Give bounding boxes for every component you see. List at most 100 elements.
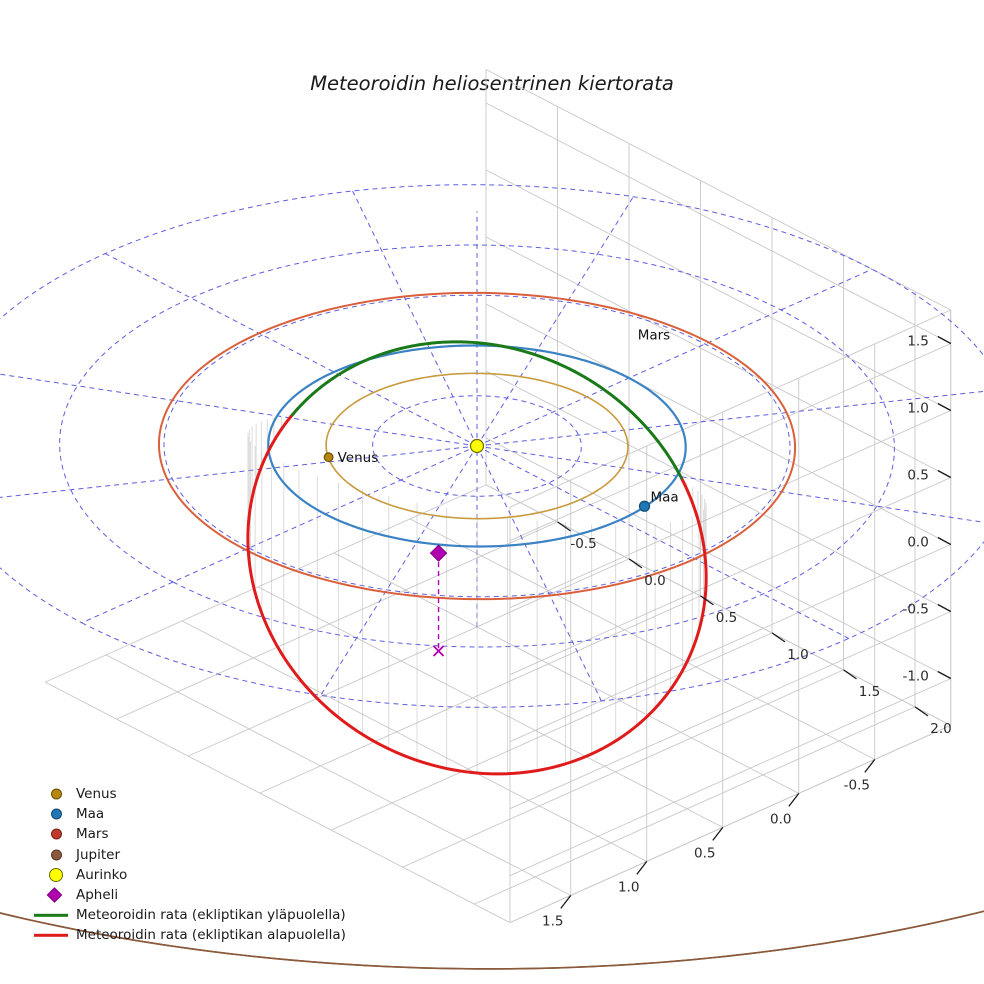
legend-item-venus[interactable]: Venus bbox=[30, 784, 390, 804]
x-tick-0: -0.5 bbox=[844, 777, 870, 793]
legend-marker-line bbox=[34, 934, 68, 937]
y-tick-3: 1.0 bbox=[787, 647, 808, 663]
meteoroid-path-below-ecliptic bbox=[246, 415, 708, 776]
legend-item-orbit-below[interactable]: Meteoroidin rata (ekliptikan alapuolella… bbox=[30, 925, 390, 945]
y-tick-1: 0.0 bbox=[644, 573, 665, 589]
y-tick-2-mark bbox=[700, 595, 714, 606]
y-tick-2: 0.5 bbox=[716, 610, 737, 626]
legend-label: Meteoroidin rata (ekliptikan yläpuolella… bbox=[76, 907, 346, 924]
z-tick-2-mark bbox=[937, 536, 952, 546]
legend-item-orbit-above[interactable]: Meteoroidin rata (ekliptikan yläpuolella… bbox=[30, 905, 390, 925]
legend-label: Aurinko bbox=[76, 866, 128, 883]
marker-aurinko bbox=[469, 438, 485, 454]
y-tick-4: 1.5 bbox=[859, 684, 880, 700]
y-tick-1-mark bbox=[628, 558, 643, 569]
x-tick-2: 0.5 bbox=[694, 845, 715, 861]
x-tick-1: 0.0 bbox=[770, 811, 791, 827]
z-tick-4: 1.0 bbox=[907, 401, 928, 417]
ecliptic-spoke-5 bbox=[476, 390, 984, 447]
axis-ticks: -1.0 -0.5 0.0 0.5 1.0 1.5 -0.5 0.0 0.5 1.0 1.5 -0.5… bbox=[542, 334, 952, 930]
z-tick-4-mark bbox=[937, 402, 952, 412]
ecliptic-spoke-3 bbox=[476, 445, 850, 639]
legend-marker-apheli bbox=[30, 885, 76, 905]
body-markers bbox=[323, 438, 651, 512]
y-tick-4-mark bbox=[843, 669, 857, 680]
orbit-venus-rata bbox=[325, 372, 629, 520]
z-tick-5-mark bbox=[937, 335, 952, 345]
z-tick-5: 1.5 bbox=[907, 334, 928, 350]
x-tick-0-mark bbox=[864, 759, 876, 773]
meteoroid-path-above-ecliptic bbox=[289, 340, 479, 419]
orbit-mars-rata bbox=[157, 291, 797, 601]
z-tick-1: -0.5 bbox=[902, 602, 928, 618]
y-tick-5: 2.0 bbox=[930, 721, 951, 737]
chart-title: Meteoroidin heliosentrinen kiertorata bbox=[310, 72, 674, 95]
x-tick-4: 1.5 bbox=[542, 913, 563, 929]
x-tick-3: 1.0 bbox=[618, 879, 639, 895]
legend-marker-dot bbox=[50, 788, 62, 800]
ecliptic-spoke-10 bbox=[0, 373, 478, 447]
legend-marker-venus bbox=[30, 784, 76, 804]
ecliptic-spoke-0 bbox=[81, 445, 478, 624]
z-tick-3-mark bbox=[937, 469, 952, 479]
legend-marker-dot bbox=[50, 828, 62, 840]
legend-item-jupiter[interactable]: Jupiter bbox=[30, 845, 390, 865]
legend-item-apheli[interactable]: Apheli bbox=[30, 885, 390, 905]
legend-marker-dot bbox=[49, 867, 63, 882]
legend-marker-maa bbox=[30, 804, 76, 824]
ecliptic-spoke-4 bbox=[476, 445, 984, 523]
legend-marker-line-box bbox=[30, 905, 76, 925]
meteoroid-orbit bbox=[246, 340, 708, 776]
legend-item-maa[interactable]: Maa bbox=[30, 804, 390, 824]
ecliptic-circle-4 bbox=[0, 184, 984, 708]
legend-marker-line-box bbox=[30, 925, 76, 945]
ecliptic-spoke-1 bbox=[320, 445, 478, 696]
y-tick-3-mark bbox=[771, 632, 786, 643]
ecliptic-reference-grid bbox=[0, 184, 984, 708]
legend-marker-diamond bbox=[46, 887, 63, 903]
legend-marker-aurinko bbox=[30, 865, 76, 885]
x-tick-1-mark bbox=[788, 793, 800, 807]
z-tick-0-mark bbox=[937, 670, 952, 680]
legend-label: Jupiter bbox=[76, 846, 121, 863]
ecliptic-spoke-6 bbox=[476, 268, 873, 447]
label-mars: Mars bbox=[638, 327, 671, 343]
legend-label: Apheli bbox=[76, 887, 119, 904]
aphelion-projection-x-marker bbox=[432, 645, 445, 657]
label-maa: Maa bbox=[651, 489, 679, 505]
legend-item-mars[interactable]: Mars bbox=[30, 824, 390, 844]
y-tick-0: -0.5 bbox=[570, 536, 596, 552]
legend-marker-jupiter bbox=[30, 845, 76, 865]
x-tick-4-mark bbox=[560, 895, 572, 909]
legend-label: Maa bbox=[76, 806, 105, 823]
legend-label: Mars bbox=[76, 826, 109, 843]
chart-legend: Venus Maa Mars Jupiter Aurinko Apheli Meteoroi… bbox=[30, 784, 390, 946]
z-tick-0: -1.0 bbox=[902, 669, 928, 685]
ecliptic-spoke-11 bbox=[0, 445, 478, 498]
y-tick-0-mark bbox=[557, 521, 571, 532]
legend-marker-line bbox=[34, 914, 68, 917]
x-tick-3-mark bbox=[636, 861, 648, 875]
legend-marker-dot bbox=[50, 808, 62, 820]
aphelion-diamond-marker bbox=[429, 544, 448, 562]
orbit-maa-rata bbox=[267, 344, 687, 548]
ecliptic-spoke-9 bbox=[104, 253, 478, 447]
legend-label: Meteoroidin rata (ekliptikan alapuolella… bbox=[76, 927, 346, 944]
z-tick-2: 0.0 bbox=[907, 535, 928, 551]
meteoroid-path-above-ecliptic bbox=[475, 341, 683, 480]
x-tick-2-mark bbox=[712, 827, 724, 841]
legend-marker-mars bbox=[30, 824, 76, 844]
label-venus: Venus bbox=[338, 450, 379, 466]
ecliptic-spoke-8 bbox=[352, 190, 478, 447]
y-tick-5-mark bbox=[914, 706, 929, 717]
ecliptic-spoke-7 bbox=[476, 196, 634, 447]
z-tick-3: 0.5 bbox=[907, 468, 928, 484]
legend-label: Venus bbox=[76, 786, 117, 803]
legend-item-aurinko[interactable]: Aurinko bbox=[30, 865, 390, 885]
marker-venus bbox=[323, 452, 334, 463]
marker-maa bbox=[638, 500, 651, 512]
